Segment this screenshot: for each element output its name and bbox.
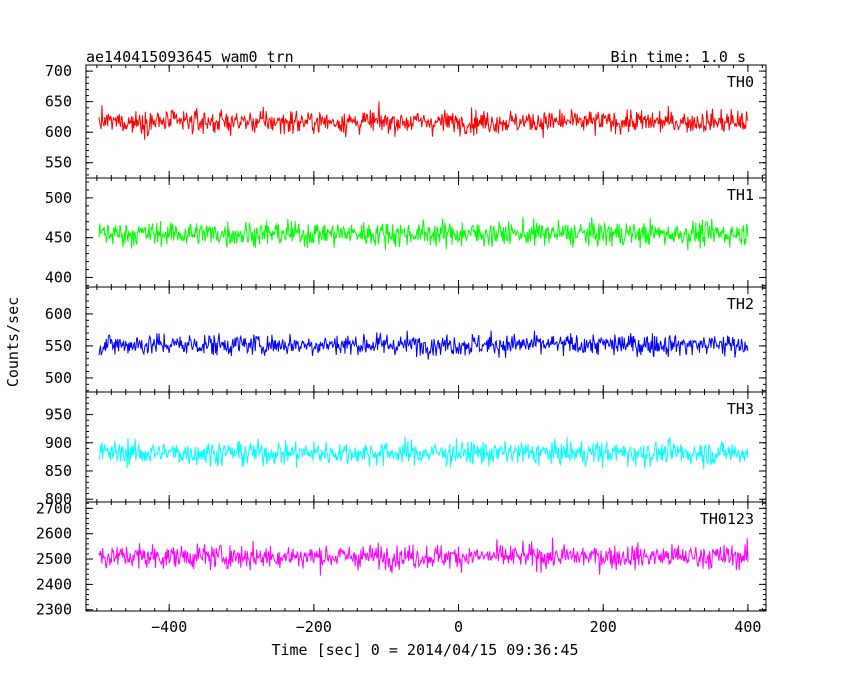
panel-label-th0123: TH0123: [700, 510, 754, 528]
panel-label-th0: TH0: [727, 73, 754, 91]
bin-time-label: Bin time: 1.0 s: [611, 48, 746, 66]
y-tick-label: 2700: [36, 499, 72, 517]
chart-title: ae140415093645_wam0_trn: [86, 48, 294, 66]
panel-label-th3: TH3: [727, 400, 754, 418]
y-tick-label: 2400: [36, 575, 72, 593]
y-tick-label: 2500: [36, 550, 72, 568]
x-tick-label: −200: [296, 618, 332, 636]
y-tick-label: 450: [45, 229, 72, 247]
y-tick-label: 700: [45, 62, 72, 80]
y-tick-label: 600: [45, 123, 72, 141]
y-tick-label: 650: [45, 93, 72, 111]
panel-frame: [85, 501, 767, 612]
series-line-th3: [98, 436, 749, 470]
y-tick-label: 2600: [36, 525, 72, 543]
series-line-th2: [98, 330, 749, 360]
x-tick-label: −400: [151, 618, 187, 636]
series-line-th0123: [98, 537, 749, 576]
panel-th0: 550 600 650 700 TH0: [45, 62, 767, 179]
panel-label-th1: TH1: [727, 186, 754, 204]
y-tick-label: 900: [45, 434, 72, 452]
panel-th1: 400 450 500 TH1: [45, 177, 767, 288]
y-tick-label: 500: [45, 369, 72, 387]
panel-th0123: 2300 2400 2500 2600 2700 TH0123: [36, 499, 767, 619]
x-tick-label: 0: [454, 618, 463, 636]
x-axis-label: Time [sec] 0 = 2014/04/15 09:36:45: [271, 641, 578, 659]
y-tick-label: 550: [45, 154, 72, 172]
y-tick-label: 550: [45, 337, 72, 355]
y-tick-label: 850: [45, 462, 72, 480]
y-tick-label: 600: [45, 305, 72, 323]
y-tick-label: 950: [45, 406, 72, 424]
y-tick-label: 400: [45, 268, 72, 286]
panel-label-th2: TH2: [727, 295, 754, 313]
series-line-th1: [98, 217, 749, 251]
panel-th3: 800 850 900 950 TH3: [45, 391, 767, 508]
y-tick-label: 500: [45, 189, 72, 207]
x-tick-label: 200: [590, 618, 617, 636]
series-line-th0: [98, 101, 749, 140]
x-tick-label: 400: [734, 618, 761, 636]
panels-group: 550 600 650 700 TH0 400 450 500 TH1 500 550 600 TH2 8…: [36, 62, 767, 636]
panel-th2: 500 550 600 TH2: [45, 286, 767, 393]
y-tick-label: 2300: [36, 601, 72, 619]
panel-frame: [85, 286, 767, 393]
y-tick-label: 800: [45, 490, 72, 508]
y-axis-label: Counts/sec: [4, 297, 22, 387]
